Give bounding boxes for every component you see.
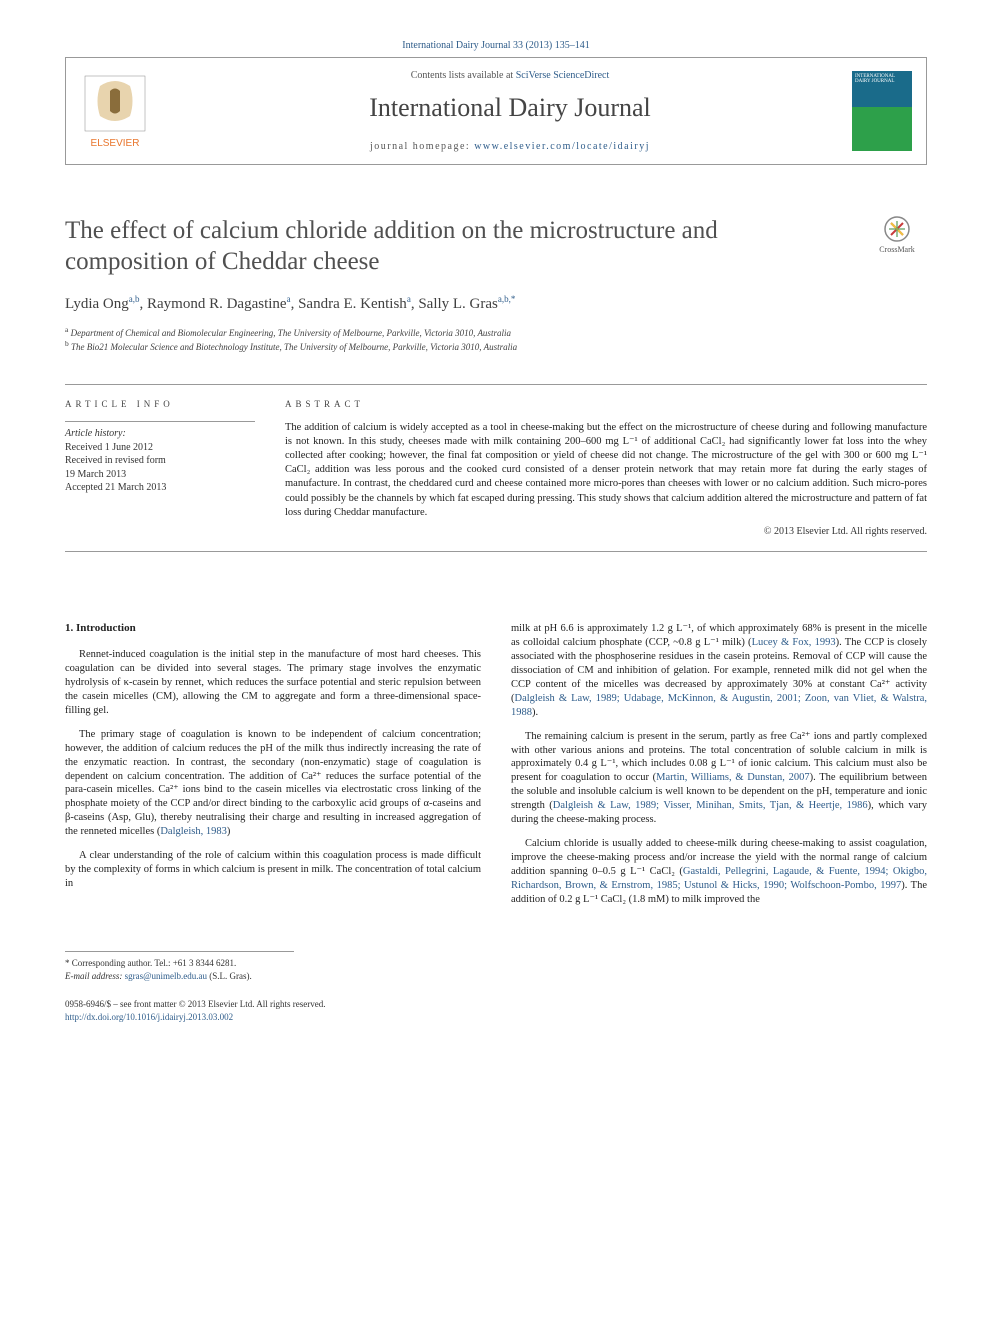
abstract-column: ABSTRACT The addition of calcium is wide… [285,399,927,537]
body-para: milk at pH 6.6 is approximately 1.2 g L⁻… [511,622,927,720]
crossmark-badge[interactable]: CrossMark [867,215,927,254]
journal-reference: International Dairy Journal 33 (2013) 13… [65,40,927,51]
rule-top [65,384,927,385]
crossmark-label: CrossMark [867,245,927,254]
copyright: © 2013 Elsevier Ltd. All rights reserved… [285,526,927,537]
header-center: Contents lists available at SciVerse Sci… [168,70,852,152]
authors: Lydia Onga,b, Raymond R. Dagastinea, San… [65,294,927,313]
article-title: The effect of calcium chloride addition … [65,215,847,278]
article-history-label: Article history: [65,428,255,439]
citation-link[interactable]: Martin, Williams, & Dunstan, 2007 [656,772,809,783]
svg-text:ELSEVIER: ELSEVIER [91,138,140,149]
article-info-column: ARTICLE INFO Article history: Received 1… [65,399,255,537]
journal-header: ELSEVIER Contents lists available at Sci… [65,57,927,165]
body-para: The remaining calcium is present in the … [511,730,927,828]
citation-link[interactable]: Gastaldi, Pellegrini, Lagaude, & Fuente,… [511,866,927,891]
journal-name: International Dairy Journal [168,93,852,123]
abstract-heading: ABSTRACT [285,399,927,409]
body-para: The primary stage of coagulation is know… [65,728,481,840]
affiliations: a Department of Chemical and Biomolecula… [65,325,927,354]
corresponding-author-box: * Corresponding author. Tel.: +61 3 8344… [65,951,294,982]
article-info-heading: ARTICLE INFO [65,399,255,409]
sciencedirect-link[interactable]: SciVerse ScienceDirect [516,70,610,81]
body-para: A clear understanding of the role of cal… [65,849,481,891]
citation-link[interactable]: Dalgleish & Law, 1989; Udabage, McKinnon… [511,693,927,718]
homepage-line: journal homepage: www.elsevier.com/locat… [168,141,852,152]
doi-link[interactable]: http://dx.doi.org/10.1016/j.idairyj.2013… [65,1012,233,1022]
rule-bottom [65,551,927,552]
body-para: Calcium chloride is usually added to che… [511,837,927,907]
section-heading: 1. Introduction [65,622,481,634]
homepage-link[interactable]: www.elsevier.com/locate/idairyj [474,141,650,152]
footer-copyright: 0958-6946/$ – see front matter © 2013 El… [65,998,326,1011]
citation-link[interactable]: Dalgleish, 1983 [160,826,227,837]
citation-link[interactable]: Dalgleish & Law, 1989; Visser, Minihan, … [553,800,868,811]
contents-line: Contents lists available at SciVerse Sci… [168,70,852,81]
abstract-text: The addition of calcium is widely accept… [285,421,927,520]
body-left-column: 1. Introduction Rennet-induced coagulati… [65,622,481,982]
article-history: Received 1 June 2012Received in revised … [65,441,255,495]
email-link[interactable]: sgras@unimelb.edu.au [125,971,207,981]
body-right-column: milk at pH 6.6 is approximately 1.2 g L⁻… [511,622,927,982]
crossmark-icon [883,215,911,243]
journal-cover-thumb: INTERNATIONAL DAIRY JOURNAL [852,71,912,151]
elsevier-logo: ELSEVIER [80,71,150,151]
body-para: Rennet-induced coagulation is the initia… [65,648,481,718]
citation-link[interactable]: Lucey & Fox, 1993 [752,637,836,648]
footer: 0958-6946/$ – see front matter © 2013 El… [65,998,927,1023]
